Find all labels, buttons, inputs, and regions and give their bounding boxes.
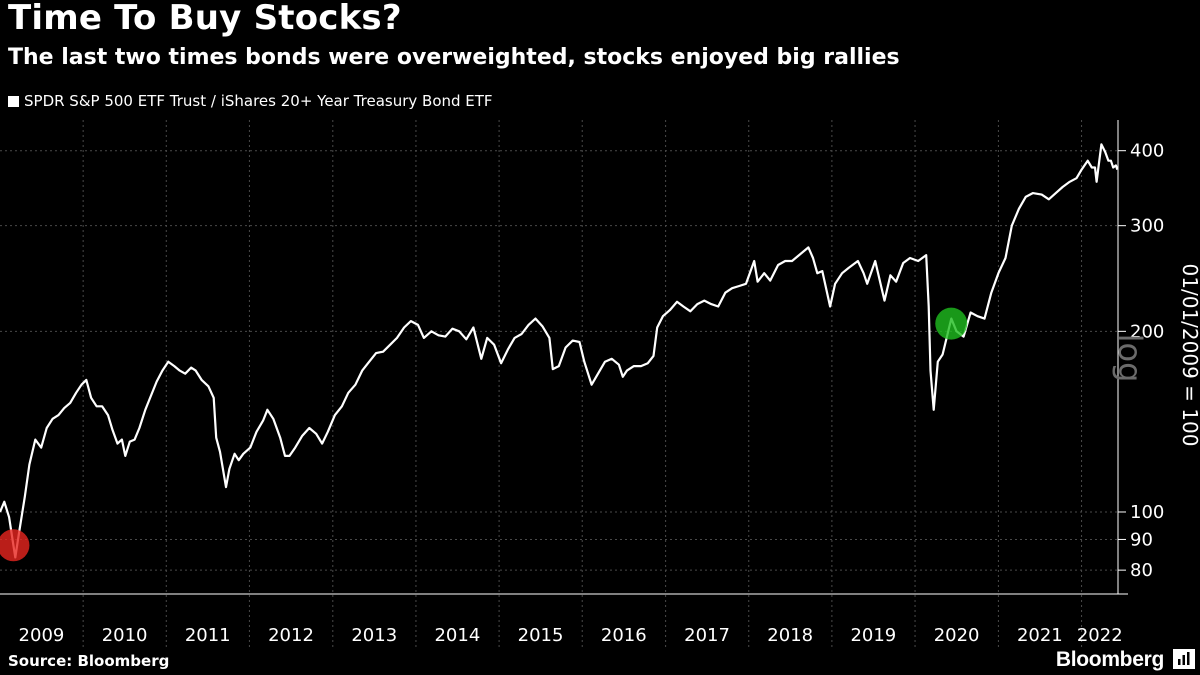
legend: SPDR S&P 500 ETF Trust / iShares 20+ Yea… <box>8 92 493 110</box>
highlight-marker <box>0 529 30 562</box>
source-note: Source: Bloomberg <box>8 652 170 670</box>
x-tick-label: 2012 <box>268 625 314 646</box>
y-tick-label: 200 <box>1130 321 1164 342</box>
x-tick-label: 2014 <box>434 625 480 646</box>
x-tick-label: 2010 <box>102 625 148 646</box>
x-tick-label: 2013 <box>351 625 397 646</box>
x-tick-label: 2019 <box>850 625 896 646</box>
chart-title: Time To Buy Stocks? <box>8 0 402 38</box>
series-line <box>0 143 1119 559</box>
x-tick-label: 2021 <box>1017 625 1063 646</box>
x-tick-label: 2016 <box>601 625 647 646</box>
legend-swatch <box>8 95 19 107</box>
highlight-marker <box>935 307 968 340</box>
x-tick-label: 2018 <box>767 625 813 646</box>
y-tick-label: 300 <box>1130 216 1164 237</box>
x-tick-label: 2009 <box>19 625 65 646</box>
y-tick-label: 400 <box>1130 141 1164 162</box>
chart-subtitle: The last two times bonds were overweight… <box>8 45 900 70</box>
y-axis-label: 01/01/2009 = 100 <box>1178 263 1200 447</box>
x-tick-label: 2017 <box>684 625 730 646</box>
x-tick-label: 2015 <box>518 625 564 646</box>
x-tick-label: 2022 <box>1077 625 1123 646</box>
legend-label: SPDR S&P 500 ETF Trust / iShares 20+ Yea… <box>24 92 493 110</box>
brand-logo: Bloomberg <box>1055 648 1164 671</box>
y-tick-label: 100 <box>1130 502 1164 523</box>
x-tick-label: 2011 <box>185 625 231 646</box>
terminal-icon <box>1173 649 1195 669</box>
y-tick-label: 80 <box>1130 560 1153 581</box>
log-scale-label: log <box>1111 333 1149 383</box>
x-tick-label: 2020 <box>934 625 980 646</box>
y-tick-label: 90 <box>1130 529 1153 550</box>
